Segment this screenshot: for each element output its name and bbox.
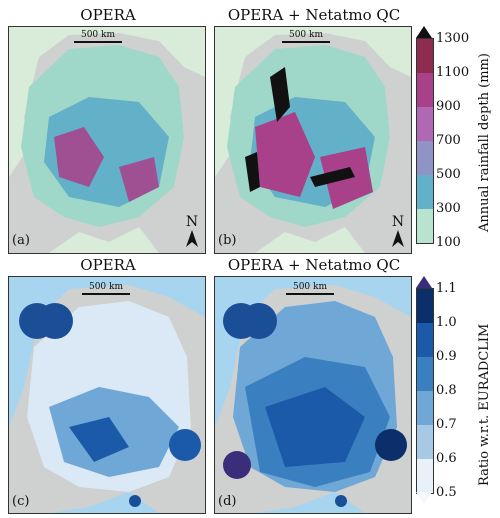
colorbar-ratio-max-triangle bbox=[416, 276, 432, 288]
colorbar-depth-segment bbox=[417, 209, 433, 243]
north-label: N bbox=[185, 214, 199, 230]
colorbar-ratio-segment bbox=[417, 323, 433, 357]
panel-label-a: (a) bbox=[12, 233, 30, 248]
colorbar-ratio-min-triangle bbox=[416, 492, 432, 504]
colorbar-ratio-tick: 0.9 bbox=[436, 349, 457, 364]
panel-label-b: (b) bbox=[218, 233, 237, 248]
map-b-graphic bbox=[215, 27, 411, 253]
colorbar-ratio-tick: 1.1 bbox=[436, 281, 457, 296]
colorbar-depth-segment bbox=[417, 73, 433, 107]
colorbar-depth-tick: 1300 bbox=[436, 31, 470, 46]
ratio-high bbox=[69, 417, 129, 462]
map-a-graphic bbox=[9, 27, 205, 253]
colorbar-ratio bbox=[416, 288, 434, 494]
colorbar-depth-segment bbox=[417, 107, 433, 141]
colorbar-depth-segment bbox=[417, 175, 433, 209]
colorbar-depth-label: Annual rainfall depth (mm) bbox=[477, 53, 492, 232]
panel-label-c: (c) bbox=[12, 494, 30, 509]
colorbar-ratio-tick: 0.7 bbox=[436, 417, 457, 432]
rainfall-high bbox=[255, 112, 373, 209]
colorbar-depth-tick: 300 bbox=[436, 201, 461, 216]
colorbar-ratio-label: Ratio w.r.t. EURADCLIM bbox=[477, 323, 492, 486]
radar-circle bbox=[375, 429, 407, 461]
colorbar-ratio-tick: 0.8 bbox=[436, 383, 457, 398]
scale-bar-label: 500 km bbox=[288, 30, 324, 40]
rainfall-high bbox=[54, 127, 159, 202]
north-arrow-icon bbox=[186, 230, 198, 247]
map-panel-c bbox=[8, 276, 206, 514]
colorbar-ratio-segment bbox=[417, 357, 433, 391]
radar-circle bbox=[169, 429, 201, 461]
north-arrow-b: N bbox=[390, 214, 406, 252]
colorbar-depth-tick: 100 bbox=[436, 235, 461, 250]
scale-bar-label: 500 km bbox=[88, 282, 124, 292]
panel-c-title: OPERA bbox=[80, 256, 136, 274]
scale-bar-c: 500 km bbox=[82, 282, 130, 295]
scale-bar-label: 500 km bbox=[292, 282, 328, 292]
north-arrow-a: N bbox=[184, 214, 200, 252]
colorbar-depth-tick: 500 bbox=[436, 167, 461, 182]
colorbar-ratio-tick: 0.6 bbox=[436, 451, 457, 466]
radar-circle bbox=[335, 495, 347, 507]
colorbar-ratio-segment bbox=[417, 459, 433, 493]
colorbar-ratio-tick: 0.5 bbox=[436, 485, 457, 500]
map-d-graphic bbox=[215, 277, 411, 513]
north-arrow-icon bbox=[392, 230, 404, 247]
colorbar-depth-tick: 700 bbox=[436, 133, 461, 148]
colorbar-depth-segment bbox=[417, 39, 433, 73]
scale-bar-label: 500 km bbox=[80, 30, 116, 40]
rainfall-extreme bbox=[245, 67, 355, 192]
scale-bar-d: 500 km bbox=[286, 282, 334, 295]
radar-circle bbox=[129, 495, 141, 507]
colorbar-depth-tick: 900 bbox=[436, 99, 461, 114]
colorbar-depth-tick: 1100 bbox=[436, 65, 470, 80]
map-panel-d bbox=[214, 276, 412, 514]
colorbar-ratio-segment bbox=[417, 289, 433, 323]
map-panel-b bbox=[214, 26, 412, 254]
scale-bar-a: 500 km bbox=[74, 30, 122, 43]
map-panel-a bbox=[8, 26, 206, 254]
radar-circle bbox=[37, 303, 73, 339]
ratio-high bbox=[265, 387, 365, 467]
scale-bar-b: 500 km bbox=[282, 30, 330, 43]
colorbar-ratio-segment bbox=[417, 425, 433, 459]
radar-circle bbox=[241, 303, 277, 339]
north-label: N bbox=[391, 214, 405, 230]
colorbar-ratio-tick: 1.0 bbox=[436, 315, 457, 330]
panel-b-title: OPERA + Netatmo QC bbox=[227, 6, 401, 24]
map-c-graphic bbox=[9, 277, 205, 513]
colorbar-depth-segment bbox=[417, 141, 433, 175]
radar-circle bbox=[223, 451, 251, 479]
colorbar-ratio-segment bbox=[417, 391, 433, 425]
colorbar-depth-max-triangle bbox=[416, 26, 432, 38]
panel-label-d: (d) bbox=[218, 494, 237, 509]
panel-d-title: OPERA + Netatmo QC bbox=[227, 256, 401, 274]
colorbar-depth bbox=[416, 38, 434, 244]
panel-a-title: OPERA bbox=[80, 6, 136, 24]
